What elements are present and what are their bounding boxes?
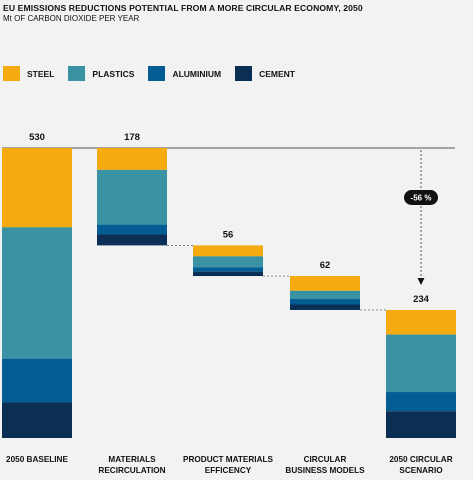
legend-label-cement: CEMENT <box>259 68 295 79</box>
bar-segment-plastics <box>290 290 360 300</box>
legend-label-steel: STEEL <box>27 68 55 79</box>
bar-segment-steel <box>193 245 263 257</box>
bar-segment-plastics <box>97 169 167 225</box>
bar-segment-cement <box>2 402 72 438</box>
bar-segment-aluminium <box>386 392 456 412</box>
bar-segment-cement <box>97 234 167 246</box>
bar-segment-cement <box>386 411 456 438</box>
legend-swatch-steel <box>3 66 20 81</box>
bar-value-label: 56 <box>223 229 234 240</box>
category-label: CIRCULAR <box>304 455 347 464</box>
bar-segment-steel <box>290 276 360 291</box>
category-label: EFFICENCY <box>205 466 252 475</box>
category-label: SCENARIO <box>399 466 443 475</box>
category-label: RECIRCULATION <box>98 466 165 475</box>
legend-item-aluminium: ALUMINIUM <box>148 66 221 81</box>
category-label: 2050 BASELINE <box>6 455 68 464</box>
bar-segment-aluminium <box>2 358 72 403</box>
bar-segment-plastics <box>2 227 72 359</box>
legend-label-aluminium: ALUMINIUM <box>172 68 222 79</box>
legend: STEEL PLASTICS ALUMINIUM CEMENT <box>3 66 309 81</box>
bar-segment-plastics <box>193 256 263 268</box>
legend-item-steel: STEEL <box>3 66 54 81</box>
bar-value-label: 530 <box>29 132 45 143</box>
bar-segment-steel <box>97 148 167 170</box>
bar-segment-aluminium <box>193 267 263 272</box>
legend-swatch-plastics <box>68 66 86 81</box>
legend-swatch-cement <box>235 66 253 81</box>
category-label: PRODUCT MATERIALS <box>183 455 273 464</box>
category-label: BUSINESS MODELS <box>285 466 365 475</box>
legend-item-plastics: PLASTICS <box>68 66 134 81</box>
chart-subtitle: Mt OF CARBON DIOXIDE PER YEAR <box>3 14 140 23</box>
legend-item-cement: CEMENT <box>235 66 295 81</box>
bar-segment-cement <box>193 271 263 277</box>
bar-segment-aluminium <box>290 299 360 305</box>
category-label: MATERIALS <box>108 455 156 464</box>
bar-value-label: 178 <box>124 132 140 143</box>
bar-segment-aluminium <box>97 224 167 235</box>
bar-value-label: 62 <box>320 260 331 271</box>
bar-segment-steel <box>386 309 456 335</box>
reduction-badge <box>404 190 438 205</box>
legend-swatch-aluminium <box>148 66 166 81</box>
bar-segment-cement <box>290 304 360 310</box>
bar-value-label: 234 <box>413 294 430 305</box>
reduction-badge-label: -56 % <box>411 194 432 203</box>
category-label: 2050 CIRCULAR <box>389 455 452 464</box>
legend-label-plastics: PLASTICS <box>92 68 135 79</box>
bar-segment-steel <box>2 148 72 228</box>
bar-segment-plastics <box>386 334 456 393</box>
chart-title: EU EMISSIONS REDUCTIONS POTENTIAL FROM A… <box>3 3 363 13</box>
reduction-arrowhead <box>417 277 425 285</box>
